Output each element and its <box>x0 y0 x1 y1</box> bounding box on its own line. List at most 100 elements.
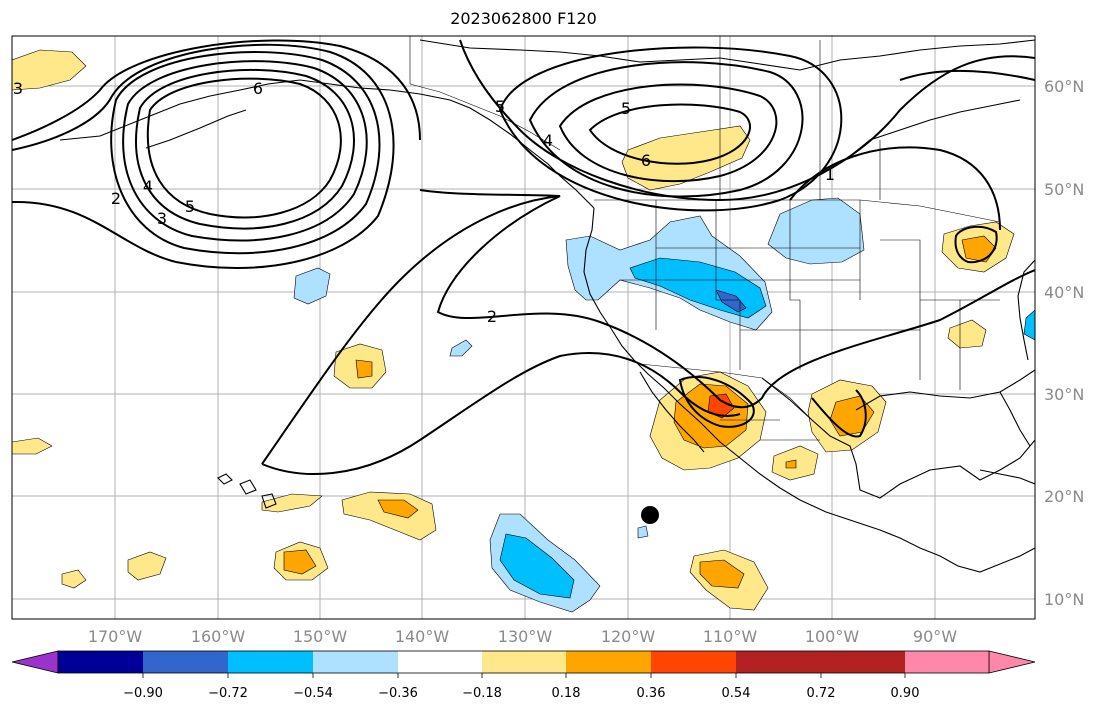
lat-label-50n: 50°N <box>1044 180 1084 199</box>
contour-label-2-pacific: 2 <box>487 307 497 326</box>
colorbar-ticks <box>142 673 906 678</box>
lon-label-170w: 170°W <box>88 627 143 646</box>
coastline-cuba <box>979 469 1035 485</box>
contour-canada-4 <box>498 46 843 212</box>
colorbar-tick-label: 0.18 <box>552 686 581 701</box>
lat-label-10n: 10°N <box>1044 590 1084 609</box>
colorbar-tick-label: 0.36 <box>637 686 666 701</box>
colorbar-tick-label: 0.72 <box>807 686 836 701</box>
contour-alaska-low-5 <box>12 43 395 270</box>
lat-label-30n: 30°N <box>1044 385 1084 404</box>
positive-anomaly-northwest-corner <box>12 49 87 91</box>
negative-anomaly-small-islands <box>637 525 649 539</box>
negative-anomaly-pacific-tiny <box>449 339 473 357</box>
map-title: 2023062800 F120 <box>450 9 597 28</box>
colorbar-tick-label: −0.90 <box>123 686 163 701</box>
colorbar-segment-7 <box>566 651 651 673</box>
colorbar-tick-label: 0.54 <box>722 686 751 701</box>
colorbar-low-extension <box>11 650 59 674</box>
lon-label-100w: 100°W <box>805 627 860 646</box>
contour-canada-5 <box>459 39 1035 202</box>
border-us-mexico <box>639 363 813 421</box>
colorbar-outline <box>57 650 990 674</box>
colorbar-segment-10 <box>821 651 905 673</box>
border-us-states-2 <box>715 200 741 370</box>
lon-label-110w: 110°W <box>703 627 758 646</box>
lon-label-140w: 140°W <box>395 627 450 646</box>
contour-label-4-coast: 4 <box>543 131 553 150</box>
coastline-alaska <box>59 79 595 209</box>
contour-canada-3 <box>528 61 804 198</box>
lon-label-160w: 160°W <box>191 627 246 646</box>
negative-anomaly-northern-plains <box>767 197 865 265</box>
colorbar-tick-label: −0.54 <box>293 686 333 701</box>
contour-label-2-west: 2 <box>111 189 121 208</box>
contour-label-6-west: 6 <box>253 79 263 98</box>
contour-label-6-canada: 6 <box>641 151 651 170</box>
lon-label-130w: 130°W <box>498 627 553 646</box>
contour-label-5-coast: 5 <box>495 97 505 116</box>
contour-label-5-canada: 5 <box>621 99 631 118</box>
colorbar-segment-11 <box>905 651 989 673</box>
latitude-axis: 60°N 50°N 40°N 30°N 20°N 10°N <box>1044 77 1084 609</box>
colorbar-segment-3 <box>228 651 313 673</box>
coastline-north-america-west <box>583 207 1035 573</box>
coastline-arctic <box>419 39 1035 71</box>
map-frame <box>11 35 1036 620</box>
storm-position-marker <box>641 506 659 524</box>
political-borders <box>409 36 1001 441</box>
contour-lines <box>12 39 1035 475</box>
positive-anomaly-tropical-6 <box>12 437 53 455</box>
coastline-gulf-of-mexico <box>761 377 1035 499</box>
contour-east-1 <box>789 146 1001 231</box>
colorbar-tick-label: 0.90 <box>891 686 920 701</box>
contour-label-4-west: 4 <box>143 177 153 196</box>
graticule <box>12 36 1035 619</box>
contour-southwest-mexico <box>678 376 755 428</box>
contour-canada-1 <box>588 103 751 165</box>
contour-label-1-east: 1 <box>825 165 835 184</box>
contour-pacific-2 <box>419 189 1035 409</box>
contour-alaska-low-1 <box>146 77 342 219</box>
positive-anomaly-tropical-1 <box>341 491 437 541</box>
positive-anomaly-tropical-3-core <box>283 549 317 575</box>
colorbar-tick-label: −0.36 <box>378 686 418 701</box>
coastline-gulf-coast <box>855 369 1035 411</box>
lat-label-40n: 40°N <box>1044 283 1084 302</box>
lat-label-20n: 20°N <box>1044 487 1084 506</box>
lon-label-120w: 120°W <box>601 627 656 646</box>
positive-anomaly-southeast <box>947 319 987 349</box>
contour-label-3-west: 3 <box>157 209 167 228</box>
border-us-states-3 <box>789 200 801 370</box>
colorbar-segment-2 <box>143 651 228 673</box>
coastline-hawaii-2 <box>239 479 257 495</box>
contour-labels: 6 5 4 3 2 2 5 6 5 4 3 1 <box>13 79 835 326</box>
colorbar-segment-1 <box>58 651 143 673</box>
coastline-east <box>1017 259 1035 361</box>
positive-anomaly-tropical-5 <box>61 569 87 589</box>
coastline-florida <box>999 391 1031 447</box>
positive-anomaly-mexico-small-core <box>785 459 797 469</box>
colorbar: −0.90 −0.72 −0.54 −0.36 −0.18 0.18 0.36 … <box>11 650 1036 701</box>
colorbar-segment-6 <box>482 651 566 673</box>
coastline-alaska-peninsula <box>145 109 247 149</box>
contour-canada-2 <box>558 83 778 183</box>
lat-label-60n: 60°N <box>1044 77 1084 96</box>
contour-alaska-low-6 <box>12 39 421 141</box>
positive-anomaly-tropical-4 <box>127 551 167 581</box>
coastline-hawaii-1 <box>217 473 233 485</box>
positive-anomaly-baja-peak <box>707 393 735 419</box>
contour-alaska-low-3 <box>122 60 368 242</box>
border-alaska-panhandle <box>409 83 561 151</box>
colorbar-high-extension <box>988 650 1036 674</box>
lon-label-150w: 150°W <box>293 627 348 646</box>
positive-anomaly-tropical-1-core <box>377 499 419 519</box>
contour-alaska-low-2 <box>135 68 355 230</box>
contour-east-2 <box>899 70 1035 81</box>
border-us-states-8 <box>880 239 921 380</box>
colorbar-segment-9 <box>736 651 821 673</box>
negative-anomaly-pacific-small <box>293 267 331 305</box>
contour-label-3-edge: 3 <box>13 79 23 98</box>
colorbar-segment-8 <box>651 651 736 673</box>
